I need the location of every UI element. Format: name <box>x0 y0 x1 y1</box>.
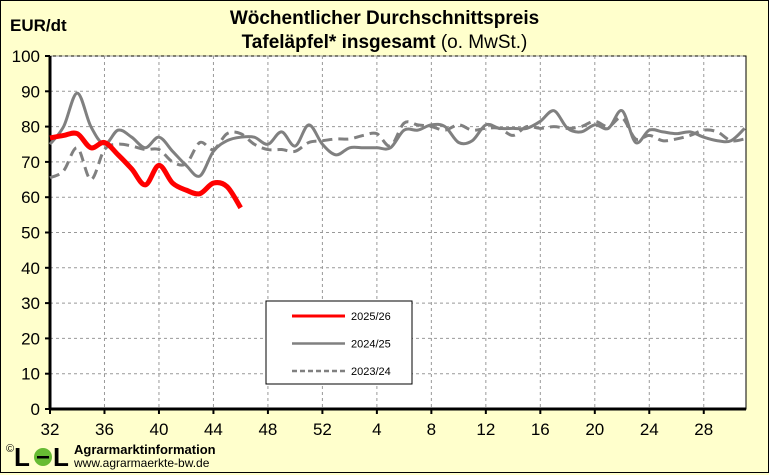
x-tick-label: 8 <box>427 420 436 439</box>
chart-title: Wöchentlicher Durchschnittspreis <box>229 8 540 29</box>
chart-subtitle: Tafeläpfel* insgesamt (o. MwSt.) <box>0 32 769 54</box>
y-tick-label: 30 <box>21 294 40 313</box>
x-tick-label: 52 <box>313 420 332 439</box>
organization-name: Agrarmarktinformation <box>74 442 216 457</box>
y-tick-label: 100 <box>12 47 40 66</box>
svg-text:©: © <box>6 443 14 455</box>
organization-url: www.agrarmaerkte-bw.de <box>74 456 210 470</box>
y-tick-label: 90 <box>21 82 40 101</box>
y-tick-label: 60 <box>21 188 40 207</box>
series-line-2025-26 <box>49 130 243 210</box>
x-tick-label: 40 <box>149 420 168 439</box>
legend-label: 2023/24 <box>351 366 391 378</box>
lel-logo: © L L <box>6 440 72 475</box>
x-tick-label: 4 <box>372 420 381 439</box>
x-tick-label: 12 <box>476 420 495 439</box>
y-axis-label: EUR/dt <box>10 16 67 35</box>
subtitle-normal: (o. MwSt.) <box>440 32 528 53</box>
x-tick-label: 24 <box>640 420 659 439</box>
x-tick-label: 32 <box>41 420 60 439</box>
legend-label: 2025/26 <box>351 311 391 323</box>
x-tick-label: 28 <box>694 420 713 439</box>
y-tick-label: 0 <box>31 400 40 419</box>
svg-text:L: L <box>53 442 69 470</box>
y-tick-label: 70 <box>21 153 40 172</box>
x-tick-label: 36 <box>95 420 114 439</box>
y-tick-label: 40 <box>21 259 40 278</box>
series-line-2024-25 <box>48 91 746 178</box>
y-tick-label: 80 <box>21 118 40 137</box>
subtitle-bold: Tafeläpfel* insgesamt <box>241 32 436 53</box>
y-tick-label: 50 <box>21 224 40 243</box>
x-tick-label: 20 <box>585 420 604 439</box>
x-tick-label: 16 <box>531 420 550 439</box>
x-tick-label: 44 <box>204 420 223 439</box>
svg-text:L: L <box>14 442 30 470</box>
y-tick-label: 10 <box>21 365 40 384</box>
y-tick-label: 20 <box>21 329 40 348</box>
x-tick-label: 48 <box>258 420 277 439</box>
legend-label: 2024/25 <box>351 339 391 351</box>
